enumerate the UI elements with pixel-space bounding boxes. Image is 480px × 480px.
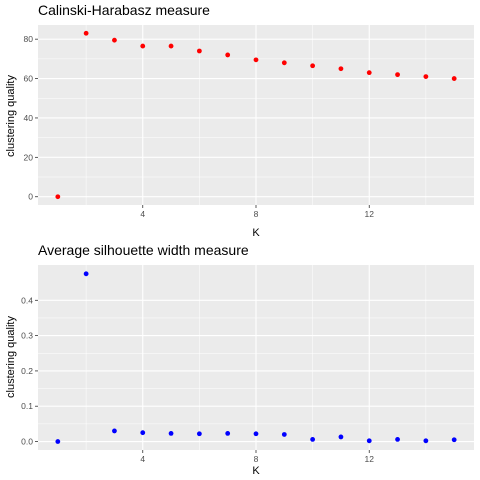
y-tick-label: 20 (24, 152, 34, 162)
y-tick-label: 0.2 (21, 366, 33, 376)
x-tick-label: 8 (254, 209, 259, 219)
x-axis-label: K (252, 227, 260, 239)
y-tick-label: 0.4 (21, 295, 33, 305)
x-tick-label: 12 (365, 454, 375, 464)
data-point (310, 63, 316, 69)
y-tick-label: 80 (24, 34, 34, 44)
chart-title: Calinski-Harabasz measure (38, 2, 210, 18)
y-tick-label: 60 (24, 74, 34, 84)
data-point (451, 76, 457, 81)
data-point (83, 271, 89, 277)
y-axis-label: clustering quality (5, 316, 17, 398)
data-point (140, 43, 146, 49)
data-point (196, 48, 202, 54)
chart-average-silhouette: 0.0 0.1 0.2 0.3 0.4 4 8 12 Average silhouette w… (5, 242, 474, 477)
x-tick-label: 12 (365, 209, 375, 219)
plot-layer: 0.0 0.1 0.2 0.3 0.4 4 8 12 (21, 265, 474, 464)
data-point (112, 37, 117, 43)
plot-layer: 0 20 40 60 80 4 8 12 (24, 25, 474, 219)
chart-title: Average silhouette width measure (38, 242, 249, 258)
data-point (253, 431, 259, 437)
y-tick-label: 0.3 (21, 331, 33, 341)
data-point (196, 431, 202, 437)
y-axis-label: clustering quality (5, 75, 17, 157)
data-point (55, 439, 61, 444)
data-point (281, 60, 287, 66)
data-point (366, 70, 372, 76)
data-point (423, 74, 429, 79)
x-tick-label: 4 (140, 454, 145, 464)
data-point (225, 431, 231, 436)
data-point (168, 431, 174, 436)
data-point (253, 57, 259, 63)
data-point (281, 432, 287, 437)
data-point (140, 430, 146, 436)
data-point (395, 72, 400, 78)
data-point (338, 434, 344, 440)
y-tick-label: 40 (24, 113, 34, 123)
x-tick-label: 8 (254, 454, 259, 464)
data-point (225, 52, 231, 58)
data-point (83, 30, 89, 36)
data-point (55, 194, 61, 200)
x-axis-label: K (252, 465, 260, 477)
data-point (310, 437, 316, 442)
x-tick-label: 4 (140, 209, 145, 219)
data-point (338, 66, 344, 72)
y-tick-label: 0.0 (21, 437, 33, 447)
y-tick-label: 0.1 (21, 401, 33, 411)
data-point (168, 43, 174, 49)
data-point (366, 438, 372, 444)
data-point (112, 428, 117, 434)
data-point (395, 437, 400, 442)
data-point (451, 437, 457, 443)
y-tick-label: 0 (28, 192, 33, 202)
data-point (423, 438, 429, 444)
